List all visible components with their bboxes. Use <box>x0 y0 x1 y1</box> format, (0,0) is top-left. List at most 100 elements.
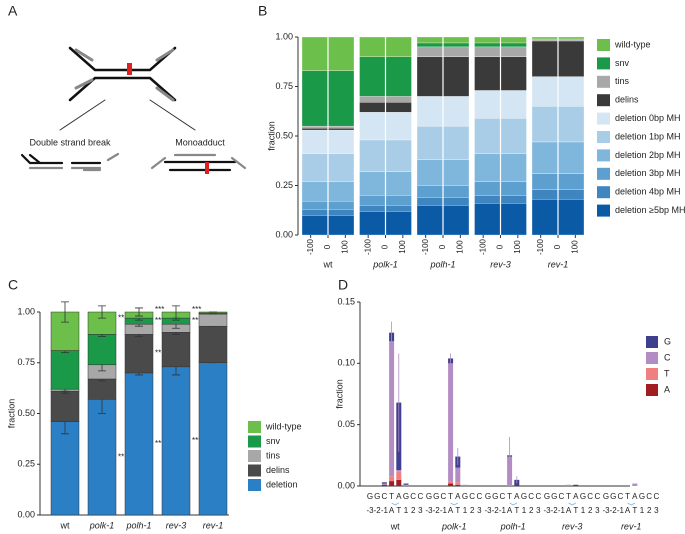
bar-segment <box>161 332 191 368</box>
bar-segment <box>124 334 154 374</box>
legend-swatch <box>597 112 610 125</box>
error-bar <box>61 301 69 323</box>
sequence-label: G <box>367 492 373 501</box>
bar-segment <box>389 341 395 477</box>
legend-label: deletion 0bp MH <box>615 113 681 123</box>
sequence-label: C <box>469 492 475 501</box>
position-label: -2 <box>433 506 441 515</box>
legend-swatch <box>597 167 610 180</box>
position-label: 3 <box>418 506 423 515</box>
sequence-label: G <box>580 492 586 501</box>
position-label: A <box>448 506 454 515</box>
legend-label: deletion 2bp MH <box>615 150 681 160</box>
position-label: -2 <box>551 506 559 515</box>
bar-segment <box>50 350 80 390</box>
position-label: A <box>625 506 631 515</box>
sequence-label: G <box>485 492 491 501</box>
significance: *** <box>155 316 164 325</box>
x-tick-label: 100 <box>570 240 579 254</box>
legend-swatch <box>248 479 261 491</box>
strand <box>20 153 102 165</box>
legend-label: deletion <box>266 479 298 489</box>
y-tick-label: 0.00 <box>337 480 355 490</box>
position-label: -3 <box>425 506 433 515</box>
x-tick-label: 0 <box>438 244 447 249</box>
y-tick-label: 0.50 <box>17 408 35 418</box>
y-tick-label: 0.10 <box>337 358 355 368</box>
position-label: A <box>389 506 395 515</box>
x-tick-label: -100 <box>478 238 487 255</box>
legend-label: delins <box>615 95 639 105</box>
position-label: A <box>566 506 572 515</box>
bar-segment <box>448 481 454 484</box>
sequence-label: C <box>595 492 601 501</box>
legend-swatch <box>597 186 610 199</box>
legend-label: deletion 3bp MH <box>615 168 681 178</box>
bracket <box>509 502 517 506</box>
y-axis-label: fraction <box>266 121 276 151</box>
strand <box>68 76 177 102</box>
panel-label: B <box>258 3 267 19</box>
position-label: 1 <box>581 506 586 515</box>
y-tick-label: 1.00 <box>275 31 293 41</box>
sequence-label: C <box>477 492 483 501</box>
legend-label: A <box>664 384 670 394</box>
significance: ** <box>118 452 124 461</box>
bar-segment <box>87 334 117 366</box>
sequence-label: C <box>500 492 506 501</box>
x-tick-label: wt <box>323 259 333 269</box>
bar-segment <box>448 363 454 482</box>
sequence-label: A <box>455 492 461 501</box>
x-tick-label: polk-1 <box>372 259 398 269</box>
position-label: -3 <box>484 506 492 515</box>
legend-swatch <box>248 435 261 448</box>
position-label: -3 <box>543 506 551 515</box>
legend-swatch <box>248 421 261 433</box>
bar-segment <box>396 470 402 472</box>
x-tick-label: polk-1 <box>441 521 467 531</box>
arrow <box>28 152 120 172</box>
legend-swatch <box>597 94 610 107</box>
sequence-label: G <box>426 492 432 501</box>
x-tick-label: -100 <box>421 238 430 255</box>
y-tick-label: 0.05 <box>337 419 355 429</box>
sequence-label: T <box>625 492 630 501</box>
position-label: -1 <box>617 506 625 515</box>
sequence-label: T <box>566 492 571 501</box>
x-tick-label: rev-3 <box>562 521 583 531</box>
significance: ** <box>118 313 124 322</box>
position-label: -2 <box>492 506 500 515</box>
sequence-label: G <box>551 492 557 501</box>
adduct <box>205 162 209 174</box>
position-label: -1 <box>381 506 389 515</box>
legend-label: deletion 4bp MH <box>615 187 681 197</box>
y-tick-label: 0.00 <box>17 509 35 519</box>
sequence-label: A <box>573 492 579 501</box>
x-tick-label: 0 <box>496 244 505 249</box>
legend-label: wild-type <box>265 421 302 431</box>
bracket <box>391 502 399 506</box>
arrow <box>74 48 175 102</box>
legend-swatch <box>597 75 610 88</box>
y-tick-label: 0.00 <box>275 229 293 239</box>
x-tick-label: polh-1 <box>125 520 151 530</box>
position-label: -1 <box>440 506 448 515</box>
sequence-label: G <box>403 492 409 501</box>
y-axis-label: fraction <box>334 379 344 409</box>
sequence-label: G <box>610 492 616 501</box>
legend-swatch <box>646 352 658 364</box>
y-tick-label: 0.15 <box>337 296 355 306</box>
x-tick-label: 100 <box>340 240 349 254</box>
x-tick-label: wt <box>60 520 70 530</box>
x-tick-label: rev-1 <box>621 521 642 531</box>
bar-segment <box>389 481 395 486</box>
sequence-label: C <box>528 492 534 501</box>
significance: *** <box>155 305 164 314</box>
legend-swatch <box>646 336 658 348</box>
sequence-label: G <box>374 492 380 501</box>
x-tick-label: 0 <box>323 244 332 249</box>
error-bar <box>98 305 106 319</box>
sequence-label: G <box>544 492 550 501</box>
position-label: -1 <box>558 506 566 515</box>
position-label: -2 <box>610 506 618 515</box>
